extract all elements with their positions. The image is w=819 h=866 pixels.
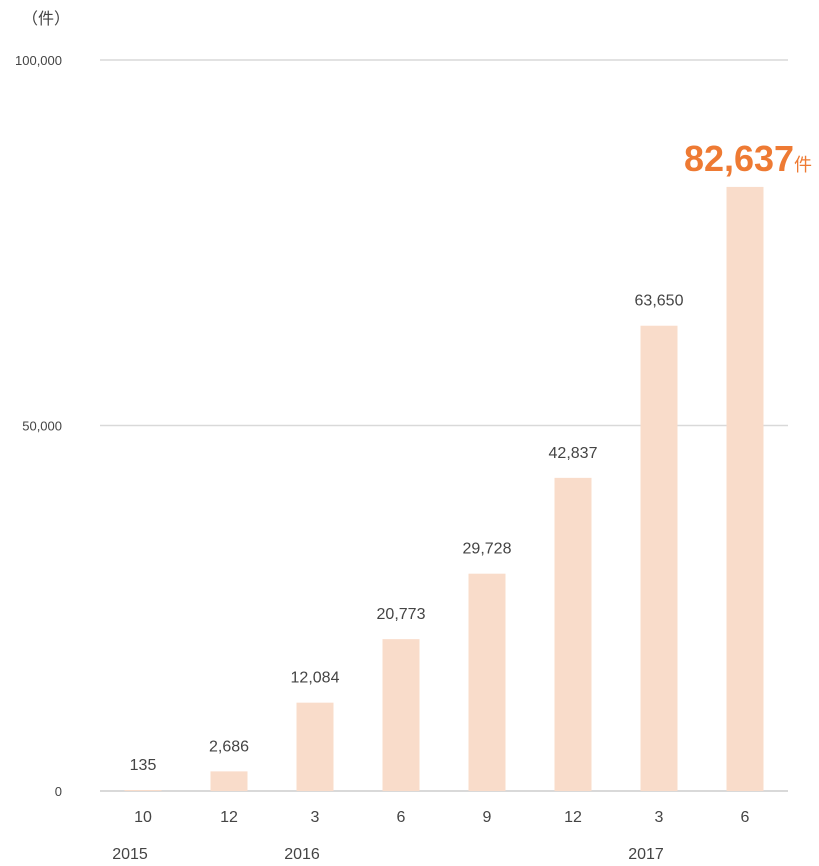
y-tick-label: 100,000: [15, 53, 62, 68]
data-label: 42,837: [549, 445, 598, 462]
data-label: 12,084: [291, 670, 340, 687]
bar-1: [210, 771, 248, 791]
data-label: 29,728: [463, 541, 512, 558]
x-tick-label: 10: [134, 809, 152, 826]
bar-4: [468, 573, 506, 791]
data-label: 2,686: [209, 738, 249, 755]
x-tick-label: 6: [741, 809, 750, 826]
data-labels: 135 2,686 12,084 20,773 29,728 42,837 63,650 82…: [130, 138, 812, 774]
year-labels: 2015 2016 2017: [112, 846, 664, 863]
year-label: 2017: [628, 846, 664, 861]
bar-6: [640, 325, 678, 791]
year-label: 2015: [112, 846, 148, 861]
data-label: 135: [130, 757, 157, 774]
data-label: 63,650: [635, 293, 684, 310]
x-tick-label: 9: [483, 809, 492, 826]
bar-5: [554, 477, 592, 791]
highlight-value-label: 82,637件: [684, 138, 812, 179]
highlight-unit: 件: [794, 155, 812, 175]
x-tick-label: 6: [397, 809, 406, 826]
y-tick-label: 0: [55, 784, 62, 799]
x-tick-label: 3: [655, 809, 664, 826]
x-tick-label: 12: [564, 809, 582, 826]
bar-3: [382, 639, 420, 791]
bar-2: [296, 702, 334, 791]
year-label: 2016: [284, 846, 320, 861]
highlight-value: 82,637: [684, 138, 794, 179]
x-tick-label: 12: [220, 809, 238, 826]
y-axis-unit-label: （件）: [22, 10, 70, 28]
bar-7: [726, 186, 764, 791]
y-tick-label: 50,000: [22, 419, 62, 434]
bars: [124, 186, 764, 791]
bar-0: [124, 790, 162, 791]
y-tick-labels: 0 50,000 100,000: [15, 53, 62, 799]
data-label: 20,773: [377, 606, 426, 623]
x-tick-label: 3: [311, 809, 320, 826]
x-tick-labels: 10 12 3 6 9 12 3 6: [134, 809, 749, 826]
